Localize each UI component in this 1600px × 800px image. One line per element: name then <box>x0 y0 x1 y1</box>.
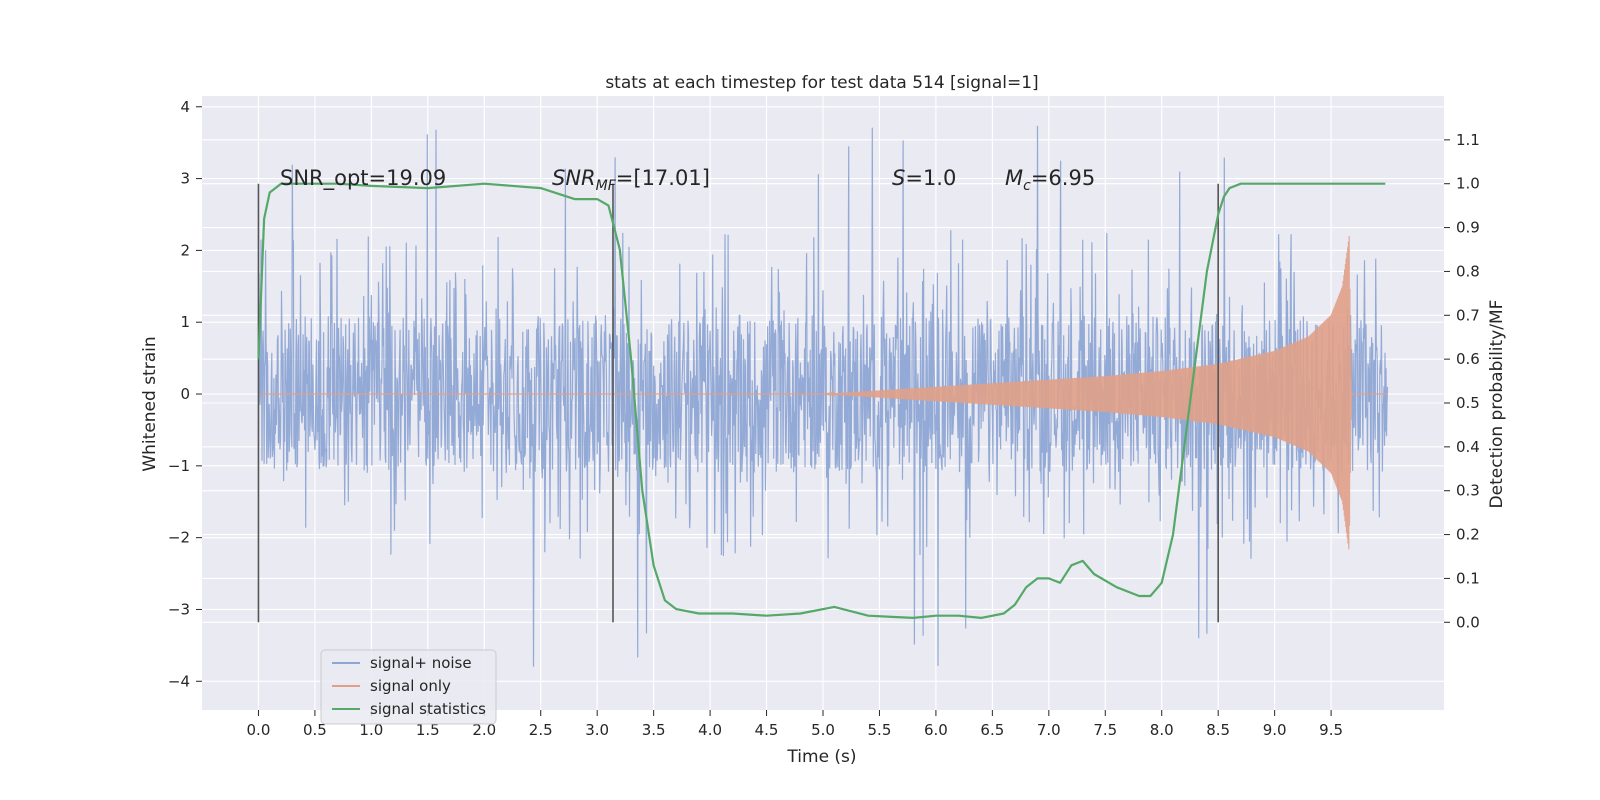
x-tick-label: 4.5 <box>755 721 779 739</box>
legend-box <box>320 649 497 725</box>
y-right-tick-label: 0.0 <box>1456 613 1480 631</box>
x-axis-ticks: 0.0 0.5 1.0 1.5 2.0 2.5 3.0 3.5 4.0 4.5 5.0 5.5 6.0 6… <box>247 710 1343 739</box>
annotation-s-main: S <box>892 166 905 190</box>
y-tick-label: −3 <box>168 600 190 618</box>
y-tick-label: 2 <box>180 241 190 259</box>
x-tick-label: 0.5 <box>303 721 327 739</box>
series-signal-only <box>258 235 1388 550</box>
y-tick-label: 0 <box>180 385 190 403</box>
y-tick-label: −4 <box>168 672 190 690</box>
annotation-s: S=1.0 <box>892 166 956 190</box>
x-tick-label: 5.0 <box>811 721 835 739</box>
annotation-snr-mf-sub: MF <box>596 178 617 194</box>
y-right-tick-label: 0.4 <box>1456 438 1480 456</box>
x-tick-label: 7.5 <box>1093 721 1117 739</box>
x-tick-label: 9.5 <box>1319 721 1343 739</box>
y-right-tick-label: 0.2 <box>1456 526 1480 544</box>
x-tick-label: 2.5 <box>529 721 553 739</box>
annotation-mc-sub: c <box>1023 178 1031 194</box>
x-tick-label: 0.0 <box>247 721 271 739</box>
line-signal-statistics <box>257 182 1386 619</box>
y-right-tick-label: 0.3 <box>1456 482 1480 500</box>
annotation-s-value: =1.0 <box>905 166 956 190</box>
line-signal-only <box>258 235 1388 550</box>
y-right-tick-label: 0.9 <box>1456 219 1480 237</box>
y-axis-ticks-right: 1.1 1.0 0.9 0.8 0.7 0.6 0.5 0.4 0.3 0.2 0.1 0.0 <box>1444 131 1480 631</box>
y-tick-label: 1 <box>180 313 190 331</box>
x-tick-label: 2.0 <box>472 721 496 739</box>
vertical-markers <box>257 183 1219 623</box>
annotation-mc: Mc=6.95 <box>1005 166 1095 194</box>
x-axis-label: Time (s) <box>786 747 856 767</box>
x-tick-label: 1.0 <box>359 721 383 739</box>
annotation-mc-main: M <box>1005 166 1023 190</box>
x-tick-label: 3.0 <box>585 721 609 739</box>
annotation-snr-opt: SNR_opt=19.09 <box>280 166 446 191</box>
x-tick-label: 5.5 <box>868 721 892 739</box>
y-right-tick-label: 1.1 <box>1456 131 1480 149</box>
annotation-mc-value: =6.95 <box>1031 166 1095 190</box>
y-axis-ticks-left: 4 3 2 1 0 −1 −2 −3 −4 <box>168 98 202 690</box>
y-right-tick-label: 0.7 <box>1456 306 1480 324</box>
series-signal-statistics <box>257 182 1386 619</box>
x-tick-label: 6.5 <box>980 721 1004 739</box>
x-tick-label: 6.0 <box>924 721 948 739</box>
annotation-snr-mf-main: SNR <box>552 166 596 190</box>
line-signal-plus-noise <box>257 125 1389 667</box>
x-tick-label: 9.0 <box>1263 721 1287 739</box>
x-tick-label: 8.0 <box>1150 721 1174 739</box>
x-tick-label: 8.5 <box>1206 721 1230 739</box>
y-axis-label: Whitened strain <box>140 336 160 471</box>
y-right-tick-label: 0.6 <box>1456 350 1480 368</box>
y-right-tick-label: 0.8 <box>1456 262 1480 280</box>
annotations: SNR_opt=19.09 SNRMF=[17.01] S=1.0 Mc=6.9… <box>280 166 1095 194</box>
y-right-tick-label: 0.5 <box>1456 394 1480 412</box>
x-tick-label: 4.0 <box>698 721 722 739</box>
legend: signal+ noise signal only signal statist… <box>320 649 497 725</box>
y-tick-label: −2 <box>168 529 190 547</box>
annotation-snr-mf-value: =[17.01] <box>616 166 710 190</box>
legend-label-signal-statistics: signal statistics <box>370 700 486 718</box>
series-signal-plus-noise <box>257 125 1389 667</box>
y-tick-label: −1 <box>168 457 190 475</box>
y-tick-label: 3 <box>180 170 190 188</box>
x-tick-label: 3.5 <box>642 721 666 739</box>
x-tick-label: 7.0 <box>1037 721 1061 739</box>
y-right-tick-label: 1.0 <box>1456 175 1480 193</box>
annotation-snr-mf: SNRMF=[17.01] <box>552 166 710 194</box>
chart-title: stats at each timestep for test data 514… <box>605 73 1038 93</box>
legend-label-signal-only: signal only <box>370 677 451 695</box>
x-tick-label: 1.5 <box>416 721 440 739</box>
legend-label-signal-plus-noise: signal+ noise <box>370 654 472 672</box>
y-tick-label: 4 <box>180 98 190 116</box>
y-axis-label-right: Detection probability/MF <box>1487 300 1507 509</box>
y-right-tick-label: 0.1 <box>1456 569 1480 587</box>
